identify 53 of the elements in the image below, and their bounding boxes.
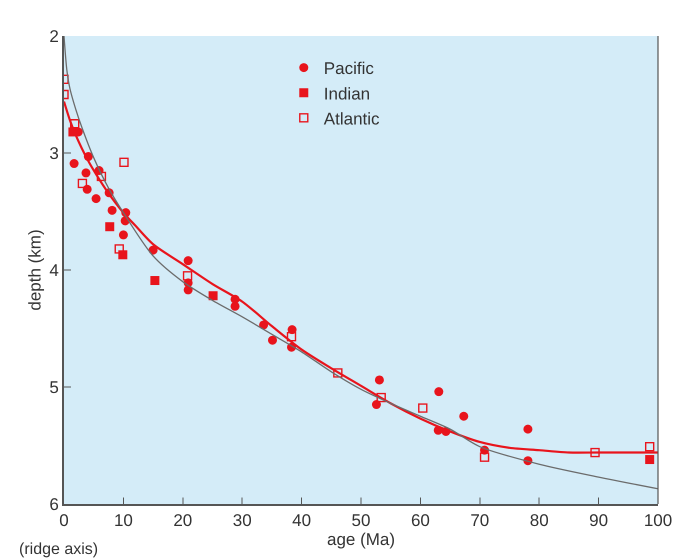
point xyxy=(70,119,80,128)
point xyxy=(184,256,193,266)
point xyxy=(105,222,114,232)
legend-label: Pacific xyxy=(324,59,374,78)
y-tick-label: 6 xyxy=(49,494,59,514)
y-tick-label: 2 xyxy=(49,26,59,46)
y-axis-title: depth (km) xyxy=(25,229,44,311)
point xyxy=(523,424,532,434)
y-tick-label: 5 xyxy=(49,378,59,397)
point xyxy=(645,455,654,464)
x-tick-label: 70 xyxy=(470,511,490,530)
point xyxy=(118,230,128,240)
point xyxy=(459,412,468,421)
point xyxy=(644,442,654,452)
x-tick-label: 10 xyxy=(114,511,133,530)
x-tick-label: 60 xyxy=(410,511,430,530)
x-tick-label: 30 xyxy=(232,511,252,530)
point xyxy=(119,158,129,168)
point xyxy=(108,206,117,215)
x-tick-label: 0 xyxy=(59,511,69,530)
point xyxy=(434,387,444,396)
x-tick-label: 90 xyxy=(589,511,608,530)
x-tick-label: 40 xyxy=(292,511,312,530)
text: (ridge axis) xyxy=(19,541,98,558)
point xyxy=(418,403,428,413)
point xyxy=(268,336,277,345)
point xyxy=(92,194,101,204)
point xyxy=(150,276,160,286)
point xyxy=(96,172,106,182)
point xyxy=(81,168,90,178)
legend-label: Indian xyxy=(324,84,370,104)
x-axis-title: age (Ma) xyxy=(326,530,396,550)
legend-label: Atlantic xyxy=(324,109,380,128)
point xyxy=(286,332,296,342)
x-tick-label: 80 xyxy=(530,511,549,530)
x-tick-label: 50 xyxy=(352,511,370,530)
line-series xyxy=(64,36,658,490)
point xyxy=(480,452,490,462)
point xyxy=(114,244,124,254)
point xyxy=(333,368,343,378)
point xyxy=(208,291,218,300)
point xyxy=(376,392,386,402)
y-tick-label: 3 xyxy=(49,144,59,163)
point xyxy=(70,159,79,168)
point xyxy=(374,375,384,384)
point xyxy=(590,448,600,458)
x-tick-label: 20 xyxy=(173,511,192,530)
point xyxy=(78,178,88,188)
point xyxy=(372,400,381,410)
x-tick-label: 100 xyxy=(644,511,672,530)
y-tick-label: 4 xyxy=(49,260,59,280)
point xyxy=(182,271,192,281)
point xyxy=(230,302,240,311)
